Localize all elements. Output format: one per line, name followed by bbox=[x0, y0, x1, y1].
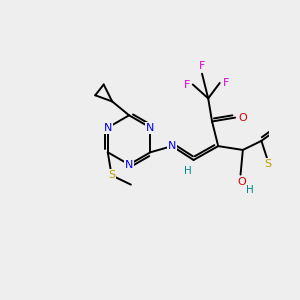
Text: H: H bbox=[184, 166, 191, 176]
Text: N: N bbox=[103, 123, 112, 133]
Text: S: S bbox=[108, 170, 115, 180]
Text: O: O bbox=[238, 177, 247, 187]
Text: F: F bbox=[223, 78, 229, 88]
Text: H: H bbox=[246, 185, 254, 195]
Text: F: F bbox=[199, 61, 205, 71]
Text: N: N bbox=[168, 141, 176, 151]
Text: F: F bbox=[184, 80, 190, 89]
Text: N: N bbox=[146, 123, 154, 133]
Text: N: N bbox=[125, 160, 133, 170]
Text: S: S bbox=[264, 159, 271, 169]
Text: O: O bbox=[238, 112, 247, 123]
